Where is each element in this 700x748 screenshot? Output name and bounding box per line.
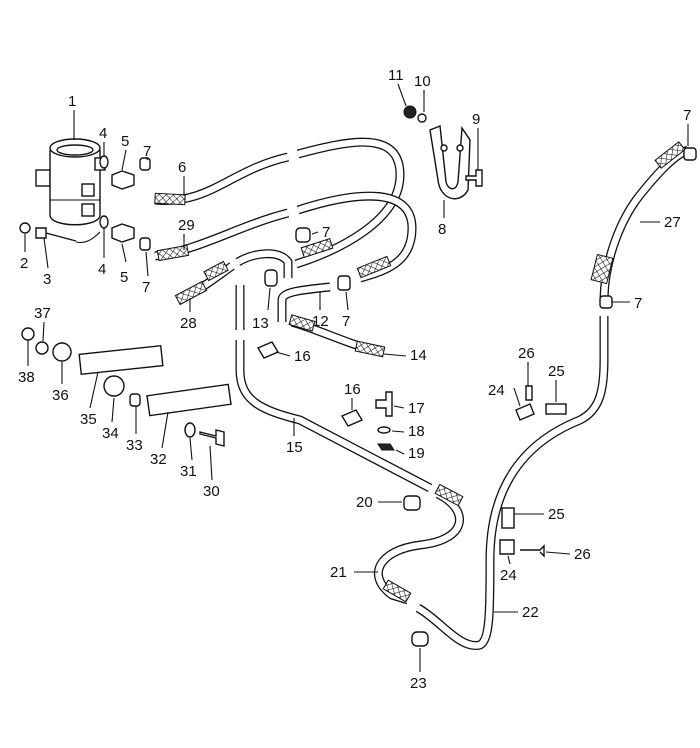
callout-2: 2 bbox=[20, 255, 28, 272]
callout-14: 14 bbox=[410, 347, 427, 364]
callout-23: 23 bbox=[410, 675, 427, 692]
callout-35: 35 bbox=[80, 411, 97, 428]
callout-28: 28 bbox=[180, 315, 197, 332]
callout-37: 37 bbox=[34, 305, 51, 322]
callout-21: 21 bbox=[330, 564, 347, 581]
callout-9: 9 bbox=[472, 111, 480, 128]
callout-13: 13 bbox=[252, 315, 269, 332]
callout-7e: 7 bbox=[634, 295, 642, 312]
fittings bbox=[19, 105, 697, 647]
callout-24b: 24 bbox=[500, 567, 517, 584]
callout-31: 31 bbox=[180, 463, 197, 480]
callout-7f: 7 bbox=[683, 107, 691, 124]
callout-5b: 5 bbox=[120, 269, 128, 286]
callout-36: 36 bbox=[52, 387, 69, 404]
callout-8: 8 bbox=[438, 221, 446, 238]
callout-34: 34 bbox=[102, 425, 119, 442]
callout-1: 1 bbox=[68, 93, 76, 110]
callout-38: 38 bbox=[18, 369, 35, 386]
callout-5a: 5 bbox=[121, 133, 129, 150]
hose-lines bbox=[154, 137, 690, 650]
washer-4b bbox=[99, 215, 109, 229]
callout-4b: 4 bbox=[98, 261, 106, 278]
leader-lines bbox=[24, 83, 689, 672]
callout-labels: 1 2 3 4 4 5 5 6 7 7 7 7 7 7 8 9 10 11 12… bbox=[18, 67, 691, 692]
callout-32: 32 bbox=[150, 451, 167, 468]
callout-6: 6 bbox=[178, 159, 186, 176]
washer-4a bbox=[99, 155, 109, 169]
callout-20: 20 bbox=[356, 494, 373, 511]
callout-12: 12 bbox=[312, 313, 329, 330]
callout-24a: 24 bbox=[488, 382, 505, 399]
callout-7d: 7 bbox=[342, 313, 350, 330]
fuel-pump bbox=[35, 138, 106, 226]
callout-26b: 26 bbox=[574, 546, 591, 563]
callout-26a: 26 bbox=[518, 345, 535, 362]
callout-18: 18 bbox=[408, 423, 425, 440]
callout-17: 17 bbox=[408, 400, 425, 417]
callout-30: 30 bbox=[203, 483, 220, 500]
callout-16b: 16 bbox=[344, 381, 361, 398]
callout-11: 11 bbox=[388, 67, 404, 84]
callout-3: 3 bbox=[43, 271, 51, 288]
callout-22: 22 bbox=[522, 604, 539, 621]
bracket-clamp bbox=[429, 125, 471, 200]
callout-7c: 7 bbox=[322, 224, 330, 241]
callout-15: 15 bbox=[286, 439, 303, 456]
callout-25b: 25 bbox=[548, 506, 565, 523]
callout-4a: 4 bbox=[99, 125, 107, 142]
callout-19: 19 bbox=[408, 445, 425, 462]
callout-33: 33 bbox=[126, 437, 143, 454]
callout-16a: 16 bbox=[294, 348, 311, 365]
callout-7a: 7 bbox=[143, 143, 151, 160]
callout-29: 29 bbox=[178, 217, 195, 234]
callout-27: 27 bbox=[664, 214, 681, 231]
braided-hose-sections bbox=[154, 141, 686, 603]
callout-10: 10 bbox=[414, 73, 431, 90]
callout-7b: 7 bbox=[142, 279, 150, 296]
callout-25a: 25 bbox=[548, 363, 565, 380]
